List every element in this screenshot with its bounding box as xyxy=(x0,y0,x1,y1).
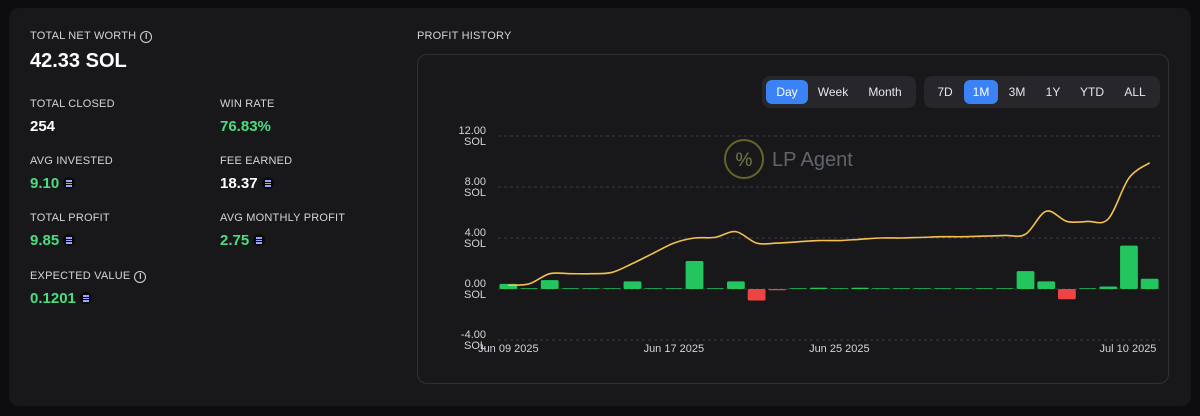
portfolio-card: TOTAL NET WORTH i 42.33 SOL TOTAL CLOSED … xyxy=(9,8,1191,406)
total-profit-label: TOTAL PROFIT xyxy=(30,212,110,224)
profit-bar[interactable] xyxy=(1140,278,1159,289)
profit-bar[interactable] xyxy=(664,288,683,289)
interval-toggle: Day Week Month xyxy=(762,76,916,108)
profit-bar[interactable] xyxy=(954,288,973,289)
y-tick-label: 12.00 SOL xyxy=(458,125,486,148)
net-worth-value: 42.33 SOL xyxy=(30,50,127,72)
sol-icon xyxy=(63,234,76,246)
profit-bar[interactable] xyxy=(540,280,559,289)
cumulative-profit-line xyxy=(508,162,1151,286)
profit-bar[interactable] xyxy=(913,288,931,289)
interval-day-button[interactable]: Day xyxy=(766,80,808,104)
profit-bar[interactable] xyxy=(520,288,538,289)
profit-bar[interactable] xyxy=(644,288,663,289)
profit-bar[interactable] xyxy=(933,288,952,289)
watermark-glyph: % xyxy=(736,150,753,171)
expected-value-label: EXPECTED VALUE i xyxy=(30,270,147,283)
sol-icon xyxy=(63,177,76,189)
total-profit-value: 9.85 xyxy=(30,232,76,249)
expected-value-value: 0.1201 xyxy=(30,290,92,307)
total-closed-label: TOTAL CLOSED xyxy=(30,98,115,110)
profit-bar[interactable] xyxy=(747,289,766,301)
watermark: % LP Agent xyxy=(724,139,853,179)
sol-icon xyxy=(261,177,274,189)
range-7d-button[interactable]: 7D xyxy=(937,85,953,99)
profit-bar[interactable] xyxy=(830,288,849,289)
range-1y-button[interactable]: 1Y xyxy=(1045,85,1061,99)
total-closed-value: 254 xyxy=(30,118,56,135)
profit-bar[interactable] xyxy=(706,288,725,289)
watermark-text: LP Agent xyxy=(772,149,853,171)
x-tick-label: Jul 10 2025 xyxy=(1100,343,1157,355)
profit-history-chart: % LP Agent 12.00 SOL 8.00 SOL 4.00 SOL 0.00 SOL… xyxy=(458,125,1160,355)
profit-bar[interactable] xyxy=(1058,289,1076,300)
net-worth-label: TOTAL NET WORTH i xyxy=(30,30,153,43)
profit-bar[interactable] xyxy=(789,288,807,289)
interval-week-button[interactable]: Week xyxy=(817,85,849,99)
profit-bar[interactable] xyxy=(1120,245,1138,289)
info-icon[interactable]: i xyxy=(134,271,147,283)
profit-bar[interactable] xyxy=(727,281,745,289)
profit-bar[interactable] xyxy=(1037,281,1056,289)
profit-bar[interactable] xyxy=(561,288,580,289)
interval-month-button[interactable]: Month xyxy=(868,85,902,99)
avg-monthly-profit-label: AVG MONTHLY PROFIT xyxy=(220,212,346,224)
range-toggle: 7D 1M 3M 1Y YTD ALL xyxy=(924,76,1160,108)
profit-bar[interactable] xyxy=(582,288,600,289)
sol-icon xyxy=(253,234,266,246)
profit-history-chart-panel: Day Week Month 7D 1M 3M 1Y YTD ALL % LP … xyxy=(417,54,1169,384)
range-all-button[interactable]: ALL xyxy=(1124,85,1146,99)
range-3m-button[interactable]: 3M xyxy=(1008,85,1026,99)
y-tick-label: 8.00 SOL xyxy=(464,176,486,199)
avg-invested-label: AVG INVESTED xyxy=(30,155,113,167)
profit-bar[interactable] xyxy=(768,289,787,291)
profit-bar[interactable] xyxy=(975,288,994,289)
profit-bar[interactable] xyxy=(685,260,704,289)
profit-bar[interactable] xyxy=(623,281,642,289)
y-tick-label: 4.00 SOL xyxy=(464,227,486,250)
watermark-logo-icon xyxy=(724,139,764,179)
profit-bar[interactable] xyxy=(892,288,911,289)
avg-invested-value: 9.10 xyxy=(30,175,76,192)
profit-bar[interactable] xyxy=(1099,286,1118,289)
avg-monthly-profit-value: 2.75 xyxy=(220,232,266,249)
win-rate-label: WIN RATE xyxy=(220,98,275,110)
profit-bar[interactable] xyxy=(995,288,1014,289)
profit-bar[interactable] xyxy=(1078,288,1097,289)
range-1m-button[interactable]: 1M xyxy=(964,80,998,104)
profit-bar[interactable] xyxy=(602,288,621,289)
y-tick-label: -4.00 SOL xyxy=(461,329,486,352)
fee-earned-label: FEE EARNED xyxy=(220,155,293,167)
x-tick-label: Jun 09 2025 xyxy=(478,343,539,355)
profit-bar[interactable] xyxy=(851,287,869,289)
fee-earned-value: 18.37 xyxy=(220,175,274,192)
profit-bar[interactable] xyxy=(871,288,890,289)
info-icon[interactable]: i xyxy=(140,31,153,43)
x-tick-label: Jun 25 2025 xyxy=(809,343,870,355)
x-tick-label: Jun 17 2025 xyxy=(644,343,705,355)
sol-icon xyxy=(79,292,92,304)
y-tick-label: 0.00 SOL xyxy=(464,278,486,301)
profit-history-title: PROFIT HISTORY xyxy=(417,30,512,42)
profit-bar[interactable] xyxy=(1016,271,1035,289)
profit-bar[interactable] xyxy=(809,287,828,289)
range-ytd-button[interactable]: YTD xyxy=(1080,85,1104,99)
win-rate-value: 76.83% xyxy=(220,118,271,135)
